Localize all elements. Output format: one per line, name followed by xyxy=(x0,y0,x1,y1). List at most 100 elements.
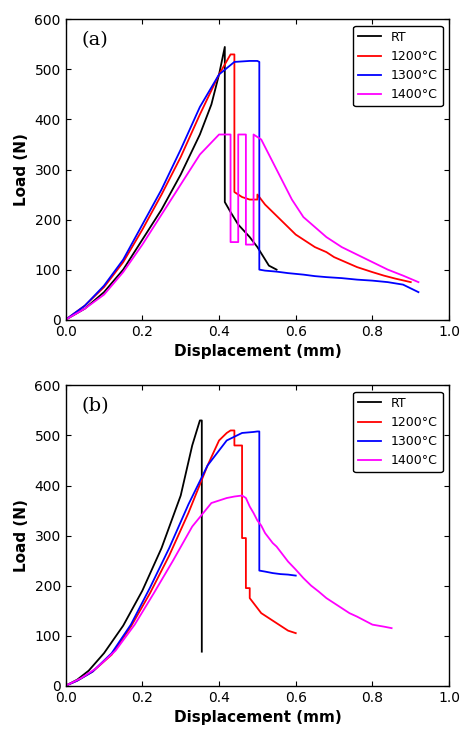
1400°C xyxy=(362,616,368,625)
1200°C xyxy=(343,258,348,267)
1200°C xyxy=(159,190,164,199)
1400°C xyxy=(159,210,164,219)
RT xyxy=(197,416,203,425)
1400°C xyxy=(289,561,295,570)
1300°C xyxy=(178,145,183,154)
RT xyxy=(86,667,91,675)
Line: 1400°C: 1400°C xyxy=(66,496,392,686)
1400°C xyxy=(385,265,391,274)
1200°C xyxy=(239,193,245,202)
Line: 1200°C: 1200°C xyxy=(66,430,296,686)
RT xyxy=(247,233,253,242)
1300°C xyxy=(90,667,95,676)
RT xyxy=(101,287,107,296)
1200°C xyxy=(270,208,275,217)
1400°C xyxy=(113,646,118,655)
1400°C xyxy=(308,581,314,590)
1200°C xyxy=(139,225,145,234)
1300°C xyxy=(256,265,262,274)
1300°C xyxy=(185,500,191,509)
Line: 1200°C: 1200°C xyxy=(66,55,411,320)
RT xyxy=(255,242,260,251)
1400°C xyxy=(389,624,394,633)
1400°C xyxy=(255,516,260,525)
1400°C xyxy=(243,240,249,249)
1400°C xyxy=(282,552,287,561)
1200°C xyxy=(216,70,222,79)
RT xyxy=(178,170,183,179)
1200°C xyxy=(74,676,80,685)
Line: RT: RT xyxy=(66,420,202,686)
1200°C xyxy=(247,195,253,204)
1400°C xyxy=(216,130,222,139)
1300°C xyxy=(256,566,262,575)
RT xyxy=(178,491,183,500)
1200°C xyxy=(266,613,272,622)
1400°C xyxy=(178,180,183,189)
1200°C xyxy=(166,551,172,560)
1200°C xyxy=(293,230,299,239)
1400°C xyxy=(209,499,214,508)
1300°C xyxy=(400,280,406,289)
1200°C xyxy=(82,302,88,310)
1400°C xyxy=(224,494,229,503)
1400°C xyxy=(270,539,275,548)
1200°C xyxy=(304,238,310,247)
1300°C xyxy=(270,568,275,577)
RT xyxy=(63,681,69,690)
1400°C xyxy=(354,612,360,621)
1200°C xyxy=(331,253,337,262)
1300°C xyxy=(139,220,145,229)
1400°C xyxy=(381,622,387,631)
1200°C xyxy=(258,609,264,618)
Text: (a): (a) xyxy=(81,31,108,50)
1400°C xyxy=(231,492,237,501)
1200°C xyxy=(120,258,126,267)
1200°C xyxy=(381,271,387,280)
1200°C xyxy=(354,262,360,271)
1400°C xyxy=(228,238,233,247)
1400°C xyxy=(82,304,88,313)
1400°C xyxy=(243,130,249,139)
1400°C xyxy=(190,522,195,531)
1300°C xyxy=(109,649,115,658)
1400°C xyxy=(354,251,360,259)
1300°C xyxy=(63,316,69,324)
1400°C xyxy=(324,233,329,242)
RT xyxy=(236,220,241,229)
1400°C xyxy=(251,130,256,139)
1200°C xyxy=(285,222,291,231)
RT xyxy=(63,316,69,324)
1300°C xyxy=(166,544,172,553)
1200°C xyxy=(228,50,233,59)
1400°C xyxy=(370,620,375,629)
RT xyxy=(266,261,272,270)
RT xyxy=(199,416,205,425)
RT xyxy=(159,544,164,553)
1200°C xyxy=(109,650,115,659)
Line: 1400°C: 1400°C xyxy=(66,134,419,320)
1400°C xyxy=(63,681,69,690)
1400°C xyxy=(301,573,306,582)
1300°C xyxy=(256,427,262,436)
1400°C xyxy=(370,258,375,267)
1300°C xyxy=(239,429,245,437)
1300°C xyxy=(370,276,375,285)
Line: RT: RT xyxy=(66,47,276,320)
1400°C xyxy=(120,268,126,276)
1400°C xyxy=(236,130,241,139)
1400°C xyxy=(243,494,249,503)
1300°C xyxy=(255,56,260,65)
1200°C xyxy=(247,584,253,593)
1400°C xyxy=(139,240,145,249)
RT xyxy=(273,265,279,274)
1300°C xyxy=(354,275,360,284)
Y-axis label: Load (N): Load (N) xyxy=(14,499,29,572)
1400°C xyxy=(151,589,157,598)
Y-axis label: Load (N): Load (N) xyxy=(14,133,29,206)
1400°C xyxy=(170,556,176,565)
1400°C xyxy=(63,316,69,324)
1200°C xyxy=(101,283,107,292)
RT xyxy=(82,304,88,313)
1300°C xyxy=(82,302,88,310)
